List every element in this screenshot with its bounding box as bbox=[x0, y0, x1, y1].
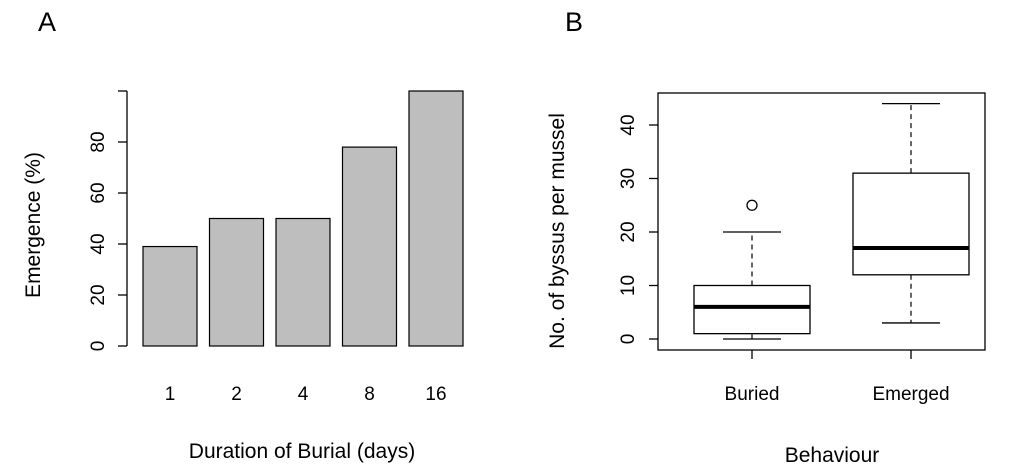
y-tick-label: 0 bbox=[88, 341, 109, 352]
box-emerged bbox=[853, 173, 969, 275]
bar-2 bbox=[210, 219, 264, 347]
x-tick-label: 1 bbox=[165, 384, 176, 405]
panel-a-letter: A bbox=[38, 7, 56, 37]
y-tick-label: 40 bbox=[618, 114, 639, 135]
bars-group bbox=[143, 91, 463, 346]
y-tick-label: 80 bbox=[88, 131, 109, 152]
x-tick-label: 8 bbox=[364, 384, 375, 405]
boxes-group bbox=[694, 104, 969, 339]
y-axis-label: No. of byssus per mussel bbox=[546, 113, 569, 349]
panel-b-letter: B bbox=[565, 7, 583, 37]
y-tick-label: 40 bbox=[88, 233, 109, 254]
y-tick-label: 0 bbox=[618, 334, 639, 345]
y-tick-label: 20 bbox=[88, 284, 109, 305]
x-tick-label: 2 bbox=[231, 384, 242, 405]
x-tick-labels-group: 1 2 4 8 16 bbox=[165, 384, 447, 405]
x-tick-label: 16 bbox=[425, 384, 446, 405]
y-axis-label: Emergence (%) bbox=[22, 152, 45, 298]
x-tick-label: Buried bbox=[725, 384, 780, 405]
x-axis-label: Duration of Burial (days) bbox=[189, 440, 415, 463]
box-buried bbox=[694, 286, 810, 334]
y-tick-label: 30 bbox=[618, 168, 639, 189]
panel-b-box-plot: 0 10 20 30 40 Buried Emerged Behaviour No. of… bbox=[546, 93, 985, 467]
y-tick-label: 10 bbox=[618, 275, 639, 296]
bar-8 bbox=[343, 147, 397, 346]
bar-1 bbox=[143, 247, 197, 346]
x-axis-label: Behaviour bbox=[785, 444, 880, 467]
bar-16 bbox=[409, 91, 463, 346]
x-tick-label: 4 bbox=[298, 384, 309, 405]
y-tick-label: 20 bbox=[618, 221, 639, 242]
y-ticks-group: 0 20 40 60 80 bbox=[88, 91, 127, 351]
panel-a-bar-chart: 0 20 40 60 80 1 2 4 8 16 Duration of Burial (day… bbox=[22, 91, 463, 463]
y-tick-label: 60 bbox=[88, 182, 109, 203]
x-ticks-group: Buried Emerged bbox=[725, 350, 950, 405]
outlier-point bbox=[747, 200, 757, 210]
y-ticks-group: 0 10 20 30 40 bbox=[618, 114, 658, 344]
x-tick-label: Emerged bbox=[872, 384, 949, 405]
bar-4 bbox=[276, 219, 330, 347]
